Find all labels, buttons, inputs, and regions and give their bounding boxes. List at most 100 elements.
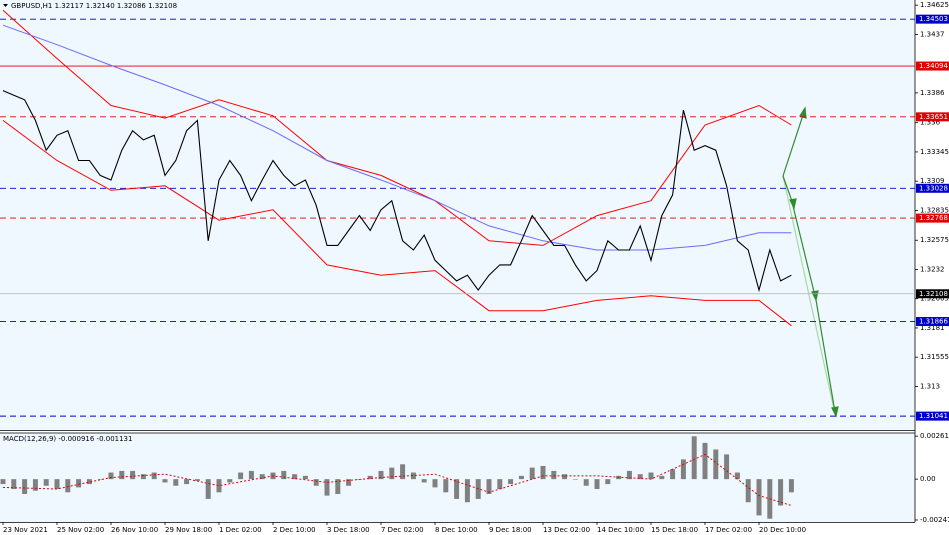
macd-bar: [518, 475, 524, 480]
level-label: 1.31041: [919, 412, 948, 420]
macd-bar: [637, 474, 643, 480]
x-tick-label: 3 Dec 18:00: [327, 526, 370, 534]
y-tick-label: 1.313: [920, 382, 940, 390]
level-label-box: [916, 61, 949, 71]
macd-bar: [389, 467, 395, 480]
y-tick-label: 1.336: [920, 119, 941, 127]
x-tick-label: 1 Dec 02:00: [219, 526, 262, 534]
price-line: [2, 90, 792, 293]
macd-bar: [108, 472, 114, 480]
macd-bar: [410, 472, 416, 480]
y-tick-label: 1.3232: [920, 265, 945, 273]
macd-bar: [562, 474, 568, 480]
macd-bar: [648, 472, 654, 480]
macd-bar: [583, 479, 589, 486]
macd-bar: [529, 467, 535, 480]
macd-bar: [335, 479, 341, 494]
x-tick-label: 29 Nov 18:00: [165, 526, 212, 534]
macd-tick-label: 0.00261: [920, 432, 949, 440]
x-tick-label: 25 Nov 02:00: [57, 526, 104, 534]
macd-bar: [421, 479, 427, 483]
y-tick-label: 1.33345: [920, 148, 949, 156]
macd-bar: [745, 479, 751, 503]
macd-bar: [734, 472, 740, 480]
current-price-box: [916, 289, 949, 299]
macd-bar: [626, 470, 632, 480]
level-label-box: [916, 317, 949, 327]
macd-bar: [540, 465, 546, 480]
macd-bar: [432, 479, 438, 488]
macd-bar: [778, 479, 784, 506]
macd-bar: [572, 479, 578, 480]
level-label-box: [916, 183, 949, 193]
x-tick-label: 23 Nov 2021: [3, 526, 48, 534]
macd-bar: [724, 454, 730, 480]
macd-bar: [443, 479, 449, 493]
macd-bar: [76, 479, 82, 488]
level-label: 1.33651: [919, 113, 948, 121]
macd-bar: [227, 479, 233, 483]
band-line: [2, 24, 792, 251]
macd-bar: [259, 474, 265, 480]
macd-bar: [464, 479, 470, 503]
level-label-box: [916, 213, 949, 223]
y-tick-label: 1.3181: [920, 324, 945, 332]
macd-bar: [292, 474, 298, 480]
macd-bar: [151, 472, 157, 480]
x-tick-label: 7 Dec 02:00: [381, 526, 424, 534]
macd-bar: [788, 479, 794, 493]
level-label-box: [916, 14, 949, 24]
macd-title: MACD(12,26,9) -0.000916 -0.001131: [3, 435, 132, 443]
macd-bar: [486, 479, 492, 494]
level-label: 1.34503: [919, 15, 948, 23]
band-line: [2, 119, 792, 327]
macd-bar: [702, 442, 708, 480]
macd-bar: [313, 479, 319, 486]
level-label: 1.34094: [919, 62, 948, 70]
macd-panel: [0, 433, 915, 522]
macd-signal: [2, 453, 792, 506]
macd-bar: [551, 470, 557, 480]
y-tick-label: 1.31555: [920, 353, 949, 361]
macd-bar: [713, 449, 719, 480]
macd-bar: [54, 479, 60, 490]
macd-bar: [0, 479, 6, 485]
macd-bar: [400, 464, 406, 480]
macd-bar: [670, 469, 676, 480]
level-label-box: [916, 411, 949, 421]
macd-bar: [86, 479, 92, 485]
macd-bar: [605, 479, 611, 485]
macd-bar: [11, 479, 17, 490]
current-price-label: 1.32108: [919, 290, 948, 298]
level-label: 1.33028: [919, 184, 948, 192]
macd-bar: [248, 470, 254, 480]
macd-bar: [97, 479, 103, 480]
y-tick-label: 1.32065: [920, 295, 949, 303]
macd-bar: [497, 479, 503, 490]
x-tick-label: 2 Dec 10:00: [273, 526, 316, 534]
macd-bar: [162, 479, 168, 483]
macd-bar: [691, 436, 697, 480]
level-label-box: [916, 112, 949, 122]
macd-bar: [32, 479, 38, 491]
macd-bar: [43, 479, 49, 486]
y-tick-label: 1.32575: [920, 236, 949, 244]
macd-bar: [324, 479, 330, 496]
macd-bar: [756, 479, 762, 516]
y-tick-label: 1.3437: [920, 30, 945, 38]
macd-bar: [594, 479, 600, 490]
macd-bar: [302, 475, 308, 480]
x-tick-label: 13 Dec 02:00: [543, 526, 590, 534]
macd-bar: [130, 470, 136, 480]
macd-bar: [680, 459, 686, 480]
macd-tick-label: 0.00: [920, 475, 936, 483]
x-tick-label: 14 Dec 10:00: [597, 526, 644, 534]
menu-icon: [3, 4, 8, 7]
forecast-arrows: [782, 106, 839, 418]
macd-bar: [659, 475, 665, 480]
macd-bar: [140, 474, 146, 480]
macd-bar: [508, 479, 514, 485]
level-label: 1.31866: [919, 318, 948, 326]
macd-bar: [119, 470, 125, 480]
